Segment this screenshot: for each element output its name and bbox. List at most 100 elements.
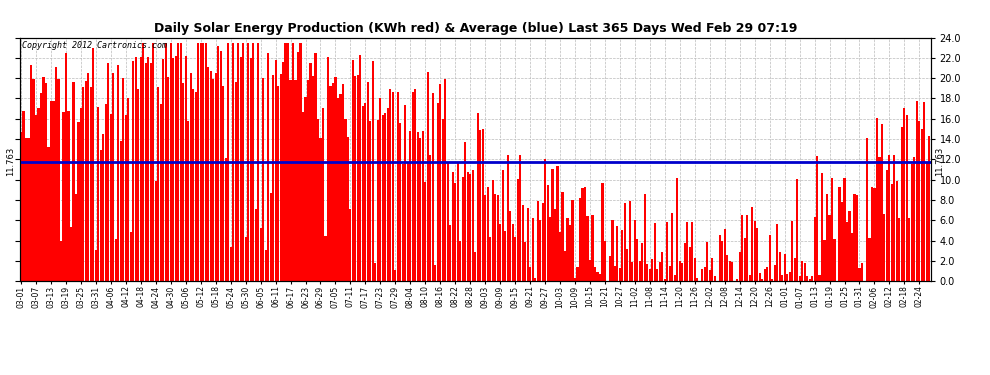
Bar <box>310 63 312 281</box>
Text: Copyright 2012 Cartronics.com: Copyright 2012 Cartronics.com <box>22 41 166 50</box>
Bar <box>571 200 573 281</box>
Bar <box>743 238 745 281</box>
Bar <box>656 269 658 281</box>
Bar <box>532 218 534 281</box>
Bar <box>689 246 691 281</box>
Bar <box>714 276 716 281</box>
Bar <box>305 97 307 281</box>
Bar <box>382 116 384 281</box>
Bar <box>489 237 491 281</box>
Bar <box>145 63 147 281</box>
Bar <box>609 256 611 281</box>
Bar <box>422 131 424 281</box>
Bar <box>427 72 429 281</box>
Bar <box>509 211 511 281</box>
Bar <box>566 218 568 281</box>
Bar <box>499 224 501 281</box>
Bar <box>446 163 448 281</box>
Bar <box>456 164 458 281</box>
Bar <box>289 80 292 281</box>
Title: Daily Solar Energy Production (KWh red) & Average (blue) Last 365 Days Wed Feb 2: Daily Solar Energy Production (KWh red) … <box>153 22 797 35</box>
Bar <box>440 84 442 281</box>
Bar <box>776 224 778 281</box>
Bar <box>622 230 624 281</box>
Bar <box>601 183 604 281</box>
Bar <box>125 116 127 281</box>
Bar <box>207 68 209 281</box>
Bar <box>819 275 821 281</box>
Bar <box>751 207 753 281</box>
Bar <box>696 278 698 281</box>
Bar <box>52 100 54 281</box>
Bar <box>369 121 371 281</box>
Bar <box>54 67 57 281</box>
Bar <box>190 73 192 281</box>
Bar <box>82 87 84 281</box>
Bar <box>107 63 110 281</box>
Bar <box>691 222 693 281</box>
Bar <box>748 275 750 281</box>
Bar <box>711 258 714 281</box>
Bar <box>826 194 828 281</box>
Bar <box>342 84 344 281</box>
Bar <box>442 119 444 281</box>
Bar <box>679 261 681 281</box>
Bar <box>248 43 249 281</box>
Bar <box>576 267 578 281</box>
Bar <box>639 261 641 281</box>
Bar <box>23 111 25 281</box>
Bar <box>232 43 235 281</box>
Bar <box>200 43 202 281</box>
Bar <box>50 101 52 281</box>
Bar <box>435 266 437 281</box>
Bar <box>143 43 145 281</box>
Bar <box>202 43 204 281</box>
Bar <box>277 86 279 281</box>
Bar <box>356 75 359 281</box>
Bar <box>133 61 135 281</box>
Bar <box>651 259 653 281</box>
Bar <box>773 266 776 281</box>
Bar <box>876 118 878 281</box>
Bar <box>332 83 334 281</box>
Bar <box>195 92 197 281</box>
Bar <box>235 82 237 281</box>
Bar <box>222 86 224 281</box>
Bar <box>481 129 484 281</box>
Bar <box>245 237 247 281</box>
Bar <box>909 218 911 281</box>
Bar <box>432 93 434 281</box>
Bar <box>706 242 708 281</box>
Bar <box>746 215 748 281</box>
Bar <box>299 43 302 281</box>
Bar <box>240 57 242 281</box>
Bar <box>374 263 376 281</box>
Bar <box>192 89 194 281</box>
Bar <box>140 57 142 281</box>
Bar <box>519 156 521 281</box>
Bar <box>397 93 399 281</box>
Bar <box>796 179 798 281</box>
Bar <box>721 241 724 281</box>
Bar <box>138 88 140 281</box>
Bar <box>75 194 77 281</box>
Bar <box>33 79 35 281</box>
Bar <box>704 267 706 281</box>
Bar <box>753 221 755 281</box>
Bar <box>816 156 818 281</box>
Bar <box>856 195 858 281</box>
Bar <box>527 208 529 281</box>
Bar <box>349 209 351 281</box>
Bar <box>906 115 908 281</box>
Bar <box>786 274 788 281</box>
Bar <box>77 122 79 281</box>
Bar <box>502 170 504 281</box>
Bar <box>551 169 553 281</box>
Bar <box>888 155 890 281</box>
Bar <box>302 112 304 281</box>
Bar <box>287 43 289 281</box>
Bar <box>210 70 212 281</box>
Bar <box>497 195 499 281</box>
Bar <box>507 154 509 281</box>
Bar <box>80 108 82 281</box>
